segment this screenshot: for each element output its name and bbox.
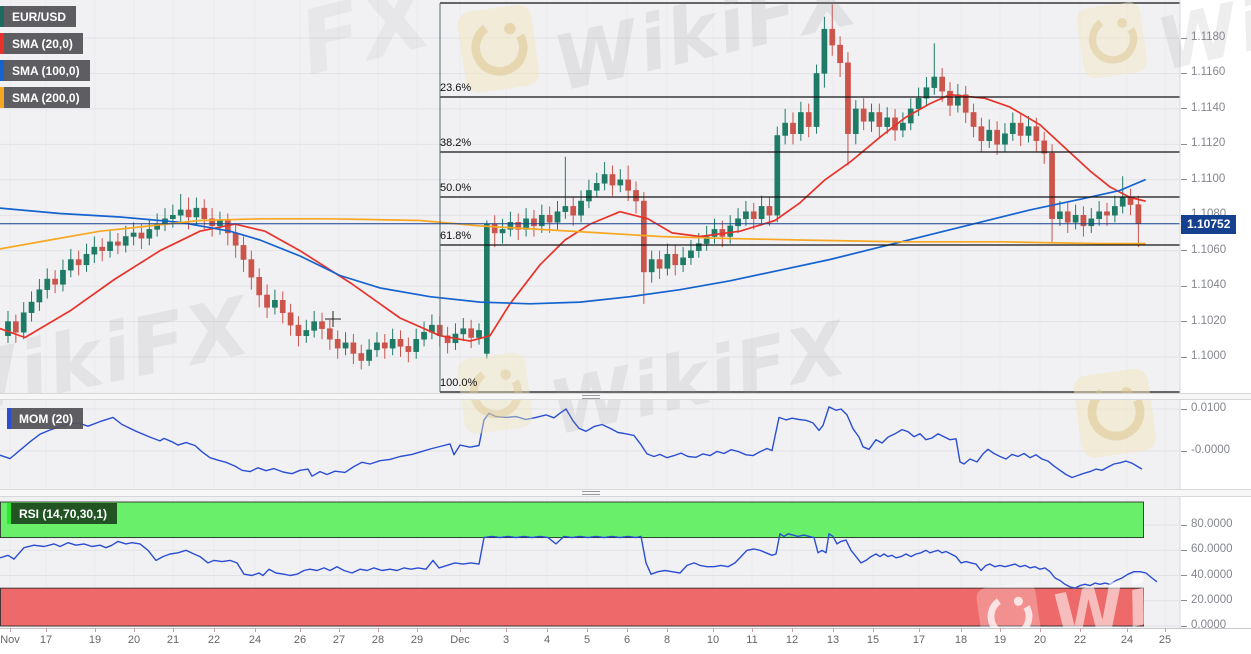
mom-label: MOM (20) [19,411,73,426]
sma100-color-marker [0,60,4,81]
symbol-color-marker [0,6,4,27]
sma100-label: SMA (100,0) [12,63,80,78]
sma200-label: SMA (200,0) [12,90,80,105]
panel-resize-grip-2[interactable] [582,489,600,496]
legend-rsi[interactable]: RSI (14,70,30,1) [7,503,118,524]
symbol-label: EUR/USD [12,9,67,24]
sma20-color-marker [0,33,4,54]
legend-sma200[interactable]: SMA (200,0) [0,87,90,108]
legend-symbol[interactable]: EUR/USD [0,6,77,27]
legend-mom[interactable]: MOM (20) [7,408,83,429]
rsi-label: RSI (14,70,30,1) [19,506,108,521]
legend-sma100[interactable]: SMA (100,0) [0,60,90,81]
panel-divider-mom-rsi [0,489,1251,497]
panel-resize-grip-1[interactable] [582,393,600,400]
sma200-color-marker [0,87,4,108]
sma20-label: SMA (20,0) [12,36,73,51]
mom-color-marker [7,408,11,429]
x-axis[interactable] [0,628,1251,654]
legend-sma20[interactable]: SMA (20,0) [0,33,83,54]
last-price-tag: 1.10752 [1181,214,1237,234]
rsi-color-marker [7,503,11,524]
panel-divider-main-mom [0,393,1251,400]
